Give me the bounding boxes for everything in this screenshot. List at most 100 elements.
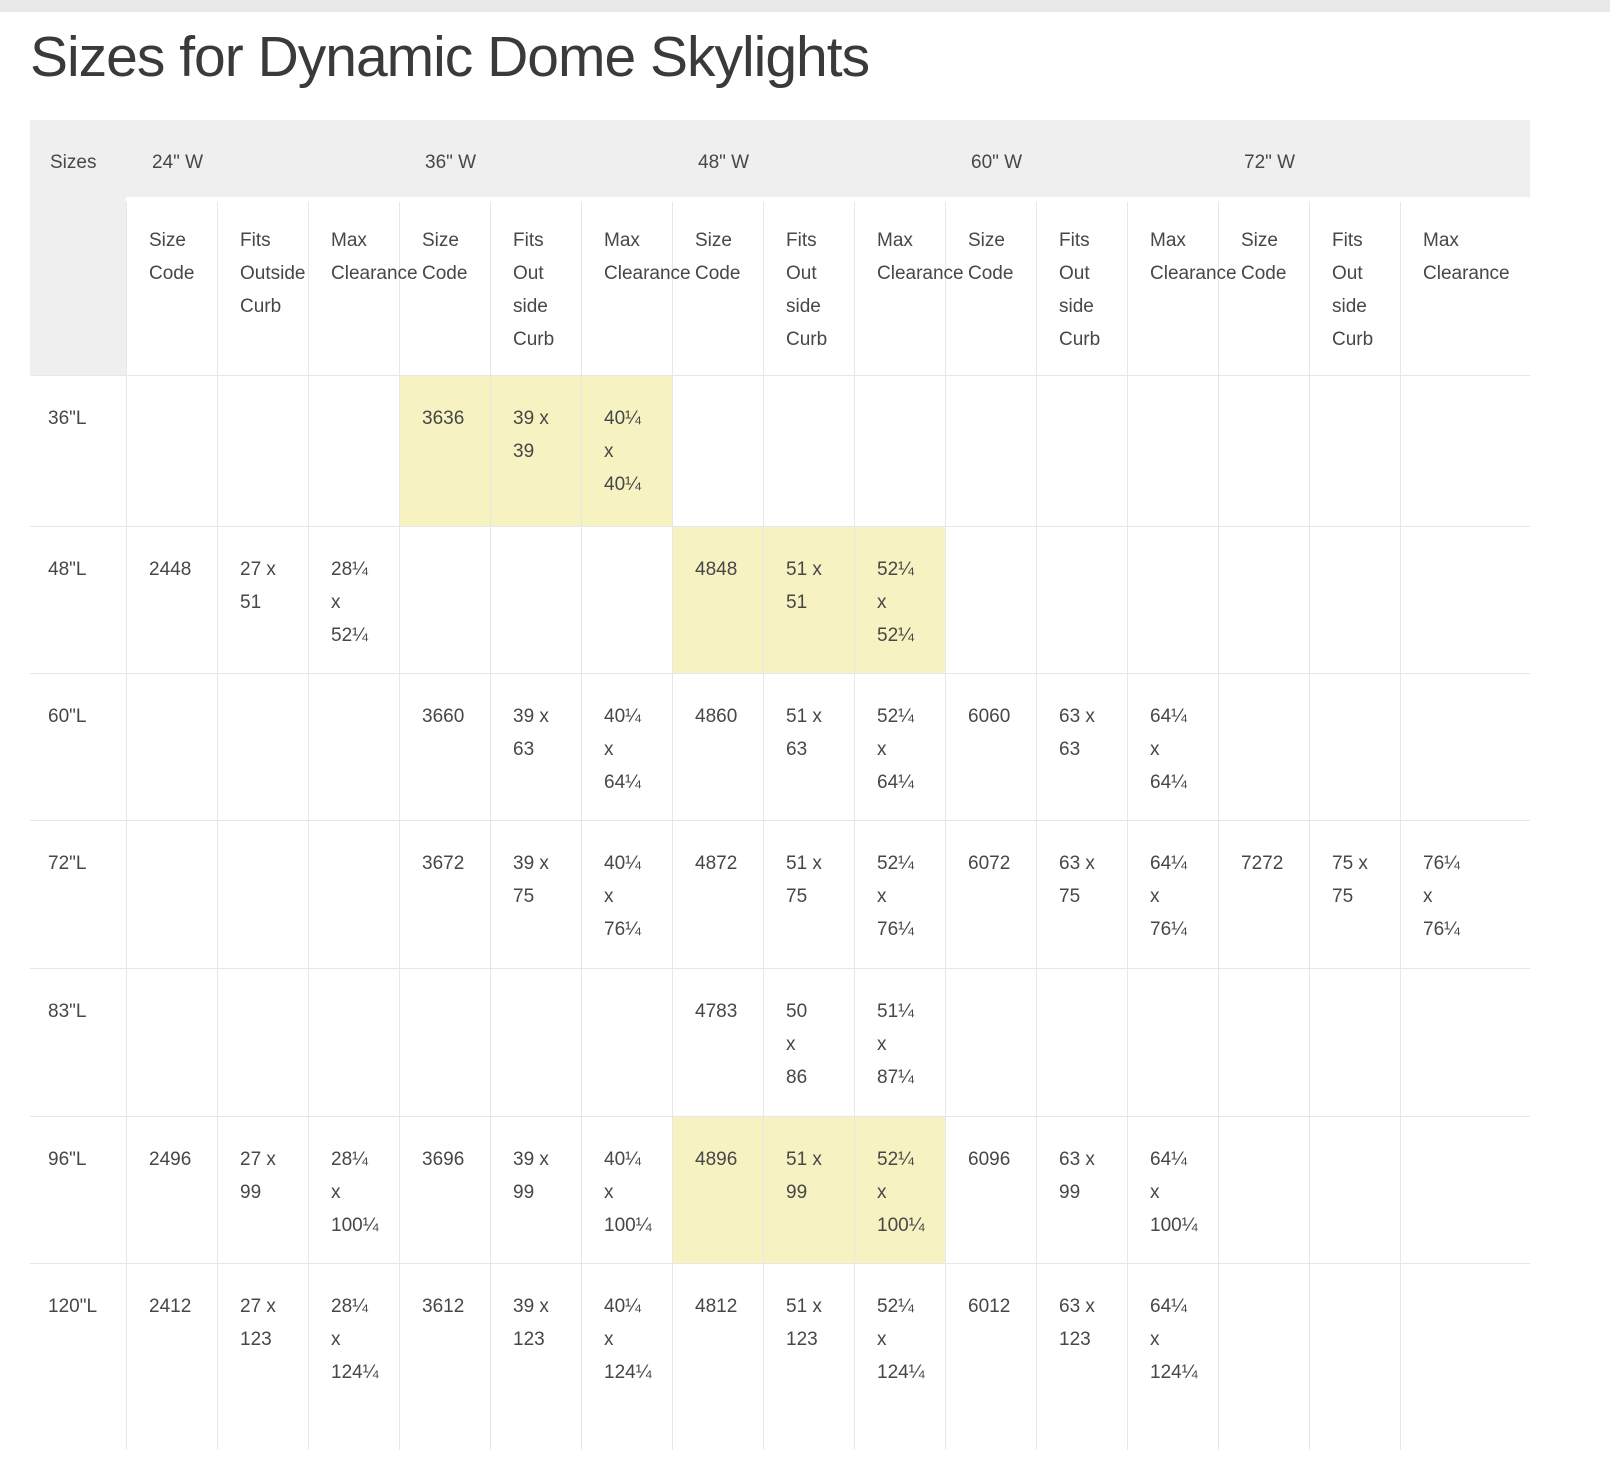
table-cell: 39 x 39 xyxy=(490,374,581,526)
column-header-1-text: Fits Outside Curb xyxy=(240,229,306,317)
column-header-10-text: Fits Out side Curb xyxy=(1059,229,1101,350)
table-cell: 76¼ x 76¼ xyxy=(1400,819,1530,968)
row-label-5-text: 96"L xyxy=(48,1148,87,1170)
table-cell xyxy=(1127,525,1218,673)
table-cell: 51 x 123 xyxy=(763,1262,854,1450)
table-cell xyxy=(126,672,217,820)
table-cell xyxy=(1400,967,1530,1116)
table-cell-text: 64¼ x 64¼ xyxy=(1150,705,1187,793)
column-header-4: Fits Out side Curb xyxy=(490,201,581,375)
table-cell: 3672 xyxy=(399,819,490,968)
table-cell xyxy=(1400,374,1530,526)
table-cell-text: 6096 xyxy=(968,1148,1011,1170)
table-cell-text: 51 x 99 xyxy=(786,1148,822,1203)
table-cell-text: 75 x 75 xyxy=(1332,852,1368,907)
row-label-4: 83"L xyxy=(30,967,126,1116)
table-cell: 4783 xyxy=(672,967,763,1116)
table-cell xyxy=(1127,374,1218,526)
table-cell: 4872 xyxy=(672,819,763,968)
table-cell xyxy=(399,967,490,1116)
table-cell-text: 51 x 63 xyxy=(786,705,822,760)
table-cell-text: 28¼ x 100¼ xyxy=(331,1148,379,1236)
table-cell xyxy=(945,374,1036,526)
table-cell xyxy=(1309,1262,1400,1450)
table-cell xyxy=(581,967,672,1116)
table-cell: 40¼ x 76¼ xyxy=(581,819,672,968)
column-header-2: Max Clearance xyxy=(308,201,418,375)
table-cell: 3636 xyxy=(399,374,490,526)
table-cell: 52¼ x 76¼ xyxy=(854,819,945,968)
table-cell-text: 50 x 86 xyxy=(786,1000,808,1088)
table-cell-text: 2448 xyxy=(149,558,192,580)
table-cell xyxy=(1309,1115,1400,1263)
table-cell-text: 51 x 51 xyxy=(786,558,822,613)
table-cell-text: 51¼ x 87¼ xyxy=(877,1000,914,1088)
table-cell: 27 x 51 xyxy=(217,525,308,673)
table-cell xyxy=(1309,525,1400,673)
sizes-table: Sizes 24" W 36" W 48" W 60" W 72" W Size Code F… xyxy=(30,119,1610,1450)
width-group-header-0-text: 24" W xyxy=(152,151,204,173)
table-cell: 52¼ x 124¼ xyxy=(854,1262,945,1450)
width-group-header-1-text: 36" W xyxy=(425,151,477,173)
table-cell-text: 39 x 99 xyxy=(513,1148,549,1203)
width-group-header-3: 60" W xyxy=(945,119,1218,202)
row-label-2: 60"L xyxy=(30,672,126,820)
table-cell-text: 3636 xyxy=(422,407,465,429)
corner-header-text: Sizes xyxy=(50,151,97,173)
table-cell-text: 3696 xyxy=(422,1148,465,1170)
table-cell: 6072 xyxy=(945,819,1036,968)
table-cell-text: 63 x 123 xyxy=(1059,1295,1095,1350)
column-header-14: Max Clearance xyxy=(1400,201,1530,375)
table-cell xyxy=(1218,525,1309,673)
column-header-11: Max Clearance xyxy=(1127,201,1237,375)
table-cell: 4812 xyxy=(672,1262,763,1450)
table-cell: 3612 xyxy=(399,1262,490,1450)
width-group-header-3-text: 60" W xyxy=(971,151,1023,173)
table-cell: 63 x 99 xyxy=(1036,1115,1127,1263)
table-cell: 3696 xyxy=(399,1115,490,1263)
row-label-1-text: 48"L xyxy=(48,558,87,580)
table-cell: 39 x 123 xyxy=(490,1262,581,1450)
table-cell-text: 3672 xyxy=(422,852,465,874)
table-cell: 52¼ x 52¼ xyxy=(854,525,945,673)
table-cell: 50 x 86 xyxy=(763,967,854,1116)
table-cell xyxy=(1309,672,1400,820)
table-cell xyxy=(1218,1115,1309,1263)
table-cell: 4860 xyxy=(672,672,763,820)
page-title: Sizes for Dynamic Dome Skylights xyxy=(30,25,870,89)
table-cell: 52¼ x 64¼ xyxy=(854,672,945,820)
table-cell xyxy=(945,967,1036,1116)
column-header-6: Size Code xyxy=(672,201,763,375)
table-cell-text: 27 x 123 xyxy=(240,1295,276,1350)
table-cell: 28¼ x 52¼ xyxy=(308,525,399,673)
column-header-13-text: Fits Out side Curb xyxy=(1332,229,1374,350)
table-cell xyxy=(217,967,308,1116)
corner-header: Sizes xyxy=(30,119,126,202)
table-cell-text: 39 x 63 xyxy=(513,705,549,760)
table-cell xyxy=(672,374,763,526)
column-header-5: Max Clearance xyxy=(581,201,691,375)
table-cell-text: 4896 xyxy=(695,1148,738,1170)
column-header-12-text: Size Code xyxy=(1241,229,1287,284)
column-header-3: Size Code xyxy=(399,201,490,375)
table-cell: 4848 xyxy=(672,525,763,673)
table-cell: 40¼ x 40¼ xyxy=(581,374,672,526)
row-label-5: 96"L xyxy=(30,1115,126,1263)
table-cell xyxy=(308,374,399,526)
table-cell: 51 x 99 xyxy=(763,1115,854,1263)
table-cell-text: 52¼ x 100¼ xyxy=(877,1148,925,1236)
table-cell-text: 6072 xyxy=(968,852,1011,874)
table-cell-text: 3660 xyxy=(422,705,465,727)
table-cell-text: 27 x 51 xyxy=(240,558,276,613)
table-cell-text: 3612 xyxy=(422,1295,465,1317)
table-cell xyxy=(1400,525,1530,673)
table-cell: 28¼ x 124¼ xyxy=(308,1262,399,1450)
table-cell xyxy=(1400,1115,1530,1263)
table-cell: 39 x 63 xyxy=(490,672,581,820)
table-cell: 51¼ x 87¼ xyxy=(854,967,945,1116)
table-cell-text: 40¼ x 76¼ xyxy=(604,852,641,940)
column-header-7-text: Fits Out side Curb xyxy=(786,229,828,350)
table-cell: 27 x 99 xyxy=(217,1115,308,1263)
table-cell: 40¼ x 64¼ xyxy=(581,672,672,820)
column-header-2-text: Max Clearance xyxy=(331,229,418,284)
